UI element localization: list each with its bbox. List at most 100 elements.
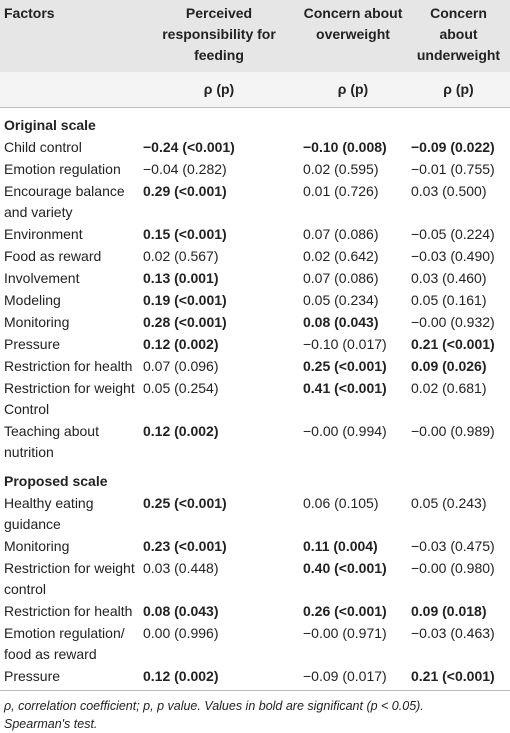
value-cell: 0.12 (0.002): [143, 336, 219, 352]
value-cell: 0.07 (0.086): [303, 226, 379, 242]
factor-cell: Restriction for weight Control: [4, 380, 135, 417]
data-row: Monitoring 0.23 (<0.001) 0.11 (0.004) −0.03…: [0, 535, 510, 557]
value-cell: 0.21 (<0.001): [407, 665, 510, 691]
data-row: Modeling 0.19 (<0.001) 0.05 (0.234) 0.05 (0…: [0, 290, 510, 312]
factor-cell: Restriction for weight control: [4, 559, 135, 597]
data-row: Environment 0.15 (<0.001) 0.07 (0.086) −0.0…: [0, 224, 510, 246]
factor-cell: Food as reward: [4, 248, 102, 264]
footnote-line: ρ, correlation coefficient; p, p value. …: [4, 698, 424, 713]
value-cell: 0.41 (<0.001): [303, 380, 387, 396]
results-table: Factors Perceived responsibility for fee…: [0, 0, 510, 691]
value-cell: 0.26 (<0.001): [303, 602, 387, 619]
factor-cell: Restriction for health: [4, 602, 133, 619]
data-row: Restriction for weight control 0.03 (0.44…: [0, 557, 510, 600]
value-cell: −0.00 (0.932): [411, 314, 495, 330]
value-cell: −0.09 (0.017): [299, 665, 407, 691]
factor-cell: Healthy eating guidance: [4, 494, 94, 532]
value-cell: 0.09 (0.018): [411, 602, 487, 619]
value-cell: −0.00 (0.989): [411, 423, 495, 439]
section-title: Proposed scale: [4, 472, 108, 489]
data-row: Child control −0.24 (<0.001) −0.10 (0.008)…: [0, 137, 510, 159]
data-row: Restriction for health 0.08 (0.043) 0.26 (…: [0, 600, 510, 622]
value-cell: 0.29 (<0.001): [143, 183, 227, 199]
value-cell: −0.05 (0.224): [411, 226, 495, 242]
value-cell: 0.25 (<0.001): [303, 358, 387, 374]
factor-cell: Environment: [4, 226, 83, 242]
value-cell: 0.02 (0.567): [143, 248, 219, 264]
value-cell: 0.05 (0.243): [411, 494, 487, 511]
value-cell: −0.00 (0.980): [411, 559, 495, 576]
value-cell: 0.06 (0.105): [303, 494, 379, 511]
value-cell: 0.08 (0.043): [143, 602, 219, 619]
value-cell: 0.07 (0.096): [143, 358, 219, 374]
value-cell: 0.05 (0.234): [303, 292, 379, 308]
header-cell: Concern about underweight: [407, 0, 510, 72]
value-cell: −0.10 (0.017): [303, 336, 387, 352]
value-cell: −0.10 (0.008): [303, 139, 387, 155]
value-cell: −0.24 (<0.001): [143, 139, 235, 155]
factor-cell: Restriction for health: [4, 358, 133, 374]
data-row: Restriction for health 0.07 (0.096) 0.25 (…: [0, 356, 510, 378]
value-cell: 0.05 (0.161): [411, 292, 487, 308]
factor-cell: Encourage balance and variety: [4, 183, 125, 220]
value-cell: 0.03 (0.500): [411, 183, 487, 199]
data-row: Emotion regulation −0.04 (0.282) 0.02 (0.5…: [0, 159, 510, 181]
value-cell: 0.09 (0.026): [411, 358, 487, 374]
value-cell: −0.00 (0.994): [303, 423, 387, 439]
value-cell: −0.04 (0.282): [143, 161, 227, 177]
subheader-cell: ρ (p): [299, 72, 407, 108]
value-cell: 0.01 (0.726): [303, 183, 379, 199]
value-cell: 0.13 (0.001): [143, 270, 219, 286]
value-cell: 0.02 (0.595): [303, 161, 379, 177]
table-body: Original scale Child control −0.24 (<0.001…: [0, 108, 510, 691]
subheader-row: ρ (p) ρ (p) ρ (p): [0, 72, 510, 108]
section-row: Proposed scale: [0, 464, 510, 493]
value-cell: 0.08 (0.043): [303, 314, 379, 330]
data-row: Food as reward 0.02 (0.567) 0.02 (0.642) −0…: [0, 246, 510, 268]
factor-cell: Teaching about nutrition: [4, 423, 99, 460]
section-title: Original scale: [4, 117, 96, 133]
factor-cell: Pressure: [0, 665, 139, 691]
header-cell: Perceived responsibility for feeding: [139, 0, 299, 72]
factor-cell: Monitoring: [4, 314, 70, 330]
footnote: ρ, correlation coefficient; p, p value. …: [0, 691, 510, 733]
factor-cell: Pressure: [4, 336, 61, 352]
section-row: Original scale: [0, 108, 510, 137]
value-cell: −0.03 (0.475): [411, 537, 495, 554]
value-cell: 0.25 (<0.001): [143, 494, 227, 511]
value-cell: −0.03 (0.463): [411, 624, 495, 641]
value-cell: 0.02 (0.642): [303, 248, 379, 264]
data-row: Restriction for weight Control 0.05 (0.25…: [0, 378, 510, 421]
value-cell: 0.15 (<0.001): [143, 226, 227, 242]
value-cell: −0.00 (0.971): [303, 624, 387, 641]
header-cell: Factors: [0, 0, 139, 72]
value-cell: −0.01 (0.755): [411, 161, 495, 177]
value-cell: 0.40 (<0.001): [303, 559, 387, 576]
value-cell: 0.03 (0.448): [143, 559, 219, 576]
subheader-cell: [0, 72, 139, 108]
data-row: Monitoring 0.28 (<0.001) 0.08 (0.043) −0.00…: [0, 312, 510, 334]
value-cell: 0.23 (<0.001): [143, 537, 227, 554]
subheader-cell: ρ (p): [139, 72, 299, 108]
data-row: Healthy eating guidance 0.25 (<0.001) 0.06…: [0, 492, 510, 535]
value-cell: 0.11 (0.004): [303, 537, 378, 554]
table-head: Factors Perceived responsibility for fee…: [0, 0, 510, 108]
value-cell: 0.02 (0.681): [411, 380, 487, 396]
header-cell: Concern about overweight: [299, 0, 407, 72]
factor-cell: Child control: [4, 139, 82, 155]
data-row: Encourage balance and variety 0.29 (<0.00…: [0, 181, 510, 224]
subheader-cell: ρ (p): [407, 72, 510, 108]
data-row: Pressure 0.12 (0.002) −0.10 (0.017) 0.21 (<…: [0, 334, 510, 356]
value-cell: 0.19 (<0.001): [143, 292, 227, 308]
header-row: Factors Perceived responsibility for fee…: [0, 0, 510, 72]
value-cell: 0.28 (<0.001): [143, 314, 227, 330]
factor-cell: Involvement: [4, 270, 80, 286]
value-cell: 0.12 (0.002): [143, 423, 219, 439]
factor-cell: Monitoring: [4, 537, 70, 554]
data-row: Emotion regulation/ food as reward 0.00 (…: [0, 622, 510, 665]
value-cell: 0.07 (0.086): [303, 270, 379, 286]
value-cell: 0.05 (0.254): [143, 380, 219, 396]
value-cell: 0.00 (0.996): [143, 624, 219, 641]
value-cell: 0.03 (0.460): [411, 270, 487, 286]
